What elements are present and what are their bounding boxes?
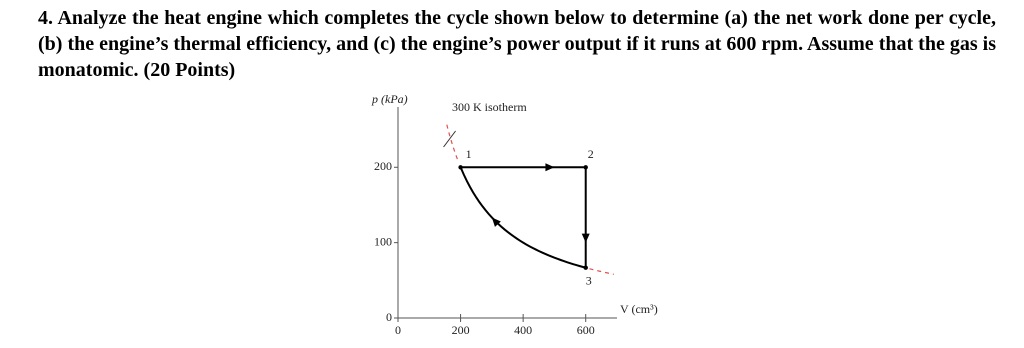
y-tick-label: 0: [386, 310, 392, 324]
point-label: 2: [588, 147, 594, 161]
cycle-point: [583, 165, 588, 170]
x-tick-label: 400: [514, 323, 532, 337]
point-label: 3: [586, 273, 592, 287]
arrowhead: [491, 217, 501, 227]
x-tick-label: 200: [452, 323, 470, 337]
x-tick-label: 0: [395, 323, 401, 337]
cycle-point: [458, 165, 463, 170]
y-axis-label: p (kPa): [371, 92, 408, 106]
x-axis-label: V (cm³): [620, 302, 658, 316]
isotherm-extension: [446, 124, 460, 163]
point-label: 1: [466, 147, 472, 161]
annotation-pointer: [443, 130, 456, 148]
isotherm-extension: [589, 268, 614, 275]
cycle-point: [583, 265, 588, 270]
y-tick-label: 100: [374, 234, 392, 248]
annotation: 300 K isotherm: [452, 100, 527, 114]
y-tick-label: 200: [374, 159, 392, 173]
arrowhead: [545, 163, 555, 172]
x-tick-label: 600: [577, 323, 595, 337]
cycle-segment: [459, 166, 586, 269]
question-text: 4. Analyze the heat engine which complet…: [38, 7, 996, 81]
arrowhead: [581, 233, 590, 243]
